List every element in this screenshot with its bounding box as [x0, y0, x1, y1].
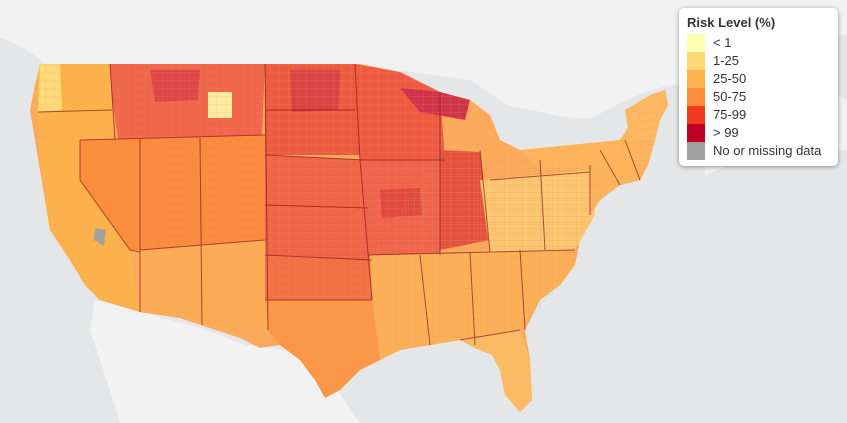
legend-label: 75-99 — [713, 107, 747, 122]
legend-label: > 99 — [713, 125, 739, 140]
legend-label: 1-25 — [713, 53, 740, 68]
legend-swatch — [687, 142, 705, 160]
map-legend: Risk Level (%) < 1 1-25 25-50 50-75 75-99 > 9… — [679, 8, 838, 166]
legend-item: 75-99 — [687, 106, 830, 124]
legend-item: > 99 — [687, 124, 830, 142]
legend-label: < 1 — [713, 35, 732, 50]
legend-swatch — [687, 124, 705, 142]
state-borders — [37, 63, 641, 346]
legend-label: 50-75 — [713, 89, 747, 104]
legend-title: Risk Level (%) — [687, 15, 776, 30]
legend-label: 25-50 — [713, 71, 747, 86]
region-northeast — [520, 90, 668, 215]
legend-swatch — [687, 52, 705, 70]
legend-items: < 1 1-25 25-50 50-75 75-99 > 99 No or missing … — [687, 34, 830, 160]
legend-swatch — [687, 70, 705, 88]
legend-item: No or missing data — [687, 142, 830, 160]
mexico-land — [90, 300, 360, 423]
legend-item: 1-25 — [687, 52, 830, 70]
legend-swatch — [687, 88, 705, 106]
county-texture-east — [370, 150, 620, 350]
canada-land — [0, 0, 847, 119]
legend-swatch — [687, 34, 705, 52]
legend-label: No or missing data — [713, 143, 822, 158]
legend-item: 50-75 — [687, 88, 830, 106]
legend-item: < 1 — [687, 34, 830, 52]
legend-swatch — [687, 106, 705, 124]
legend-item: 25-50 — [687, 70, 830, 88]
